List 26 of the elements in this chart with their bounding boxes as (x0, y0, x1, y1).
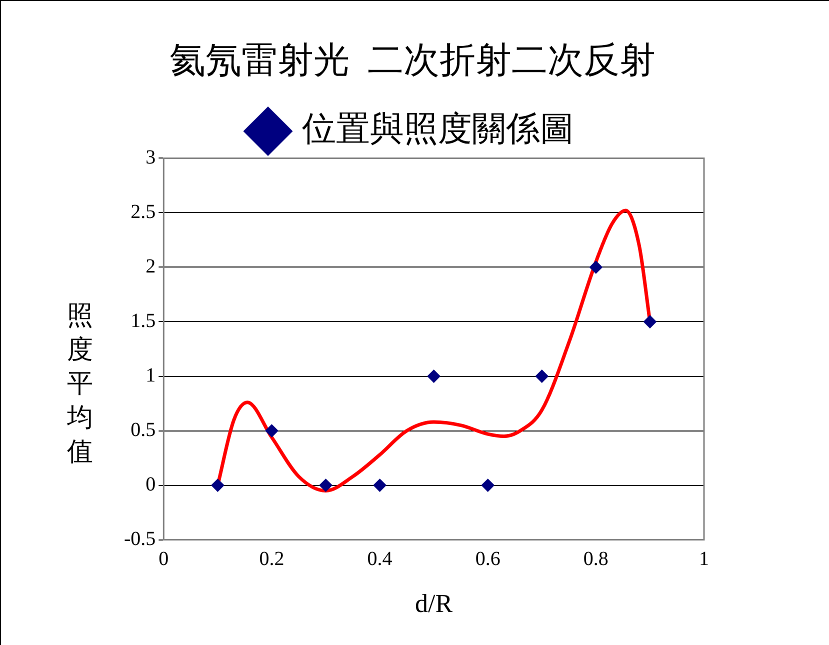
x-tick-label: 0.6 (475, 548, 500, 570)
y-tick-label: 1.5 (130, 310, 156, 332)
x-tick-label: 0.4 (367, 548, 392, 570)
y-tick-label: -0.5 (124, 528, 156, 550)
point (535, 370, 548, 383)
point (481, 478, 494, 492)
x-tick-label: 0.2 (259, 548, 284, 570)
chart-title: 氦氖雷射光 二次折射二次反射 (170, 40, 656, 80)
y-tick-label: 3 (146, 146, 156, 168)
x-axis-title: d/R (415, 589, 454, 618)
point (589, 260, 602, 274)
point (211, 478, 224, 492)
point (427, 370, 440, 383)
point (373, 478, 386, 492)
y-axis-title: 照度平均值 (66, 300, 94, 468)
y-tick-label: 0 (146, 474, 156, 496)
point (319, 478, 332, 492)
y-tick-label: 2.5 (130, 200, 156, 223)
y-tick-label: 2 (146, 255, 156, 278)
x-tick-label: 1 (699, 548, 709, 570)
y-tick-label: 1 (146, 364, 156, 387)
y-tick-label: 0.5 (130, 419, 156, 442)
point (643, 315, 656, 328)
x-tick-label: 0.8 (583, 548, 608, 570)
legend-label: 位置與照度關係圖 (302, 111, 574, 148)
point (265, 424, 278, 438)
